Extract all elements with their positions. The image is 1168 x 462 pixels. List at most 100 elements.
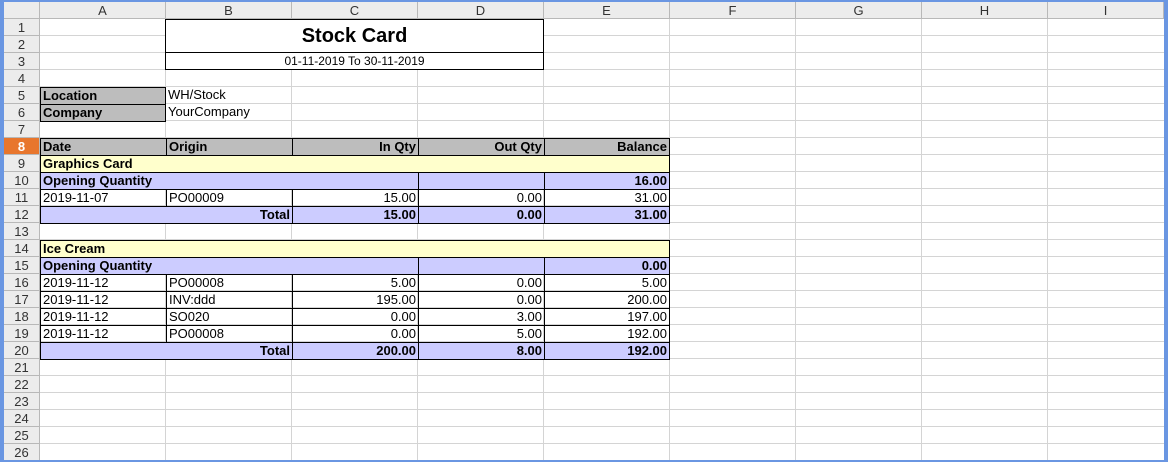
move-balance[interactable]: 31.00 xyxy=(544,189,670,207)
opening-quantity-label[interactable]: Opening Quantity xyxy=(40,172,419,190)
move-origin[interactable]: PO00008 xyxy=(166,325,293,343)
row-header-25[interactable]: 25 xyxy=(4,427,40,444)
opening-quantity-blank[interactable] xyxy=(418,172,545,190)
header-origin[interactable]: Origin xyxy=(166,138,293,156)
row-header-19[interactable]: 19 xyxy=(4,325,40,342)
move-date[interactable]: 2019-11-12 xyxy=(40,308,167,326)
location-label[interactable]: Location xyxy=(40,87,166,105)
column-header-c[interactable]: C xyxy=(292,2,418,19)
report-date-range[interactable]: 01-11-2019 To 30-11-2019 xyxy=(165,52,544,70)
row-header-6[interactable]: 6 xyxy=(4,104,40,121)
row-header-22[interactable]: 22 xyxy=(4,376,40,393)
move-in-qty[interactable]: 0.00 xyxy=(292,325,419,343)
column-header-b[interactable]: B xyxy=(166,2,292,19)
report-title[interactable]: Stock Card xyxy=(165,19,544,53)
row-header-13[interactable]: 13 xyxy=(4,223,40,240)
move-date[interactable]: 2019-11-07 xyxy=(40,189,167,207)
opening-balance[interactable]: 0.00 xyxy=(544,257,670,275)
row-header-23[interactable]: 23 xyxy=(4,393,40,410)
total-label[interactable]: Total xyxy=(40,206,293,224)
row-header-10[interactable]: 10 xyxy=(4,172,40,189)
row-header-9[interactable]: 9 xyxy=(4,155,40,172)
location-value[interactable]: WH/Stock xyxy=(168,87,226,102)
move-origin[interactable]: INV:ddd xyxy=(166,291,293,309)
column-header-h[interactable]: H xyxy=(922,2,1048,19)
move-in-qty[interactable]: 15.00 xyxy=(292,189,419,207)
move-date[interactable]: 2019-11-12 xyxy=(40,325,167,343)
company-label[interactable]: Company xyxy=(40,104,166,122)
gridline xyxy=(40,290,1164,291)
column-header-a[interactable]: A xyxy=(40,2,166,19)
move-out-qty[interactable]: 5.00 xyxy=(418,325,545,343)
header-in-qty[interactable]: In Qty xyxy=(292,138,419,156)
row-header-16[interactable]: 16 xyxy=(4,274,40,291)
opening-balance[interactable]: 16.00 xyxy=(544,172,670,190)
column-header-f[interactable]: F xyxy=(670,2,796,19)
row-header-5[interactable]: 5 xyxy=(4,87,40,104)
opening-quantity-blank[interactable] xyxy=(418,257,545,275)
header-balance[interactable]: Balance xyxy=(544,138,670,156)
move-origin[interactable]: PO00008 xyxy=(166,274,293,292)
gridline xyxy=(40,375,1164,376)
move-in-qty[interactable]: 0.00 xyxy=(292,308,419,326)
move-date[interactable]: 2019-11-12 xyxy=(40,291,167,309)
total-label[interactable]: Total xyxy=(40,342,293,360)
product-name-row[interactable]: Ice Cream xyxy=(40,240,670,258)
row-header-21[interactable]: 21 xyxy=(4,359,40,376)
row-header-18[interactable]: 18 xyxy=(4,308,40,325)
company-value[interactable]: YourCompany xyxy=(168,104,250,119)
row-header-4[interactable]: 4 xyxy=(4,70,40,87)
row-header-26[interactable]: 26 xyxy=(4,444,40,460)
move-out-qty[interactable]: 0.00 xyxy=(418,291,545,309)
row-header-1[interactable]: 1 xyxy=(4,19,40,36)
total-out-qty[interactable]: 8.00 xyxy=(418,342,545,360)
row-header-7[interactable]: 7 xyxy=(4,121,40,138)
move-balance[interactable]: 192.00 xyxy=(544,325,670,343)
move-date[interactable]: 2019-11-12 xyxy=(40,274,167,292)
row-header-12[interactable]: 12 xyxy=(4,206,40,223)
row-header-20[interactable]: 20 xyxy=(4,342,40,359)
total-out-qty[interactable]: 0.00 xyxy=(418,206,545,224)
row-header-24[interactable]: 24 xyxy=(4,410,40,427)
gridline xyxy=(40,426,1164,427)
row-header-3[interactable]: 3 xyxy=(4,53,40,70)
move-origin[interactable]: SO020 xyxy=(166,308,293,326)
product-name-row[interactable]: Graphics Card xyxy=(40,155,670,173)
move-out-qty[interactable]: 0.00 xyxy=(418,189,545,207)
gridline xyxy=(40,341,1164,342)
move-balance[interactable]: 5.00 xyxy=(544,274,670,292)
gridline xyxy=(40,307,1164,308)
row-header-8[interactable]: 8 xyxy=(4,138,40,155)
gridline xyxy=(40,52,1164,53)
gridline xyxy=(40,86,1164,87)
column-header-e[interactable]: E xyxy=(544,2,670,19)
opening-quantity-label[interactable]: Opening Quantity xyxy=(40,257,419,275)
gridline xyxy=(40,35,1164,36)
row-header-2[interactable]: 2 xyxy=(4,36,40,53)
header-date[interactable]: Date xyxy=(40,138,167,156)
total-in-qty[interactable]: 200.00 xyxy=(292,342,419,360)
move-out-qty[interactable]: 3.00 xyxy=(418,308,545,326)
total-balance[interactable]: 192.00 xyxy=(544,342,670,360)
gridline xyxy=(40,443,1164,444)
row-header-11[interactable]: 11 xyxy=(4,189,40,206)
move-in-qty[interactable]: 195.00 xyxy=(292,291,419,309)
spreadsheet-grid[interactable]: A B C D E F G H I 1 2 3 4 5 6 7 8 9 10 1… xyxy=(4,2,1164,460)
move-balance[interactable]: 197.00 xyxy=(544,308,670,326)
move-origin[interactable]: PO00009 xyxy=(166,189,293,207)
total-in-qty[interactable]: 15.00 xyxy=(292,206,419,224)
gridline xyxy=(40,239,1164,240)
row-header-14[interactable]: 14 xyxy=(4,240,40,257)
header-out-qty[interactable]: Out Qty xyxy=(418,138,545,156)
column-header-i[interactable]: I xyxy=(1048,2,1164,19)
total-balance[interactable]: 31.00 xyxy=(544,206,670,224)
move-balance[interactable]: 200.00 xyxy=(544,291,670,309)
gridline xyxy=(40,137,1164,138)
row-header-17[interactable]: 17 xyxy=(4,291,40,308)
row-header-15[interactable]: 15 xyxy=(4,257,40,274)
column-header-g[interactable]: G xyxy=(796,2,922,19)
column-header-d[interactable]: D xyxy=(418,2,544,19)
select-all-corner[interactable] xyxy=(4,2,40,19)
move-out-qty[interactable]: 0.00 xyxy=(418,274,545,292)
move-in-qty[interactable]: 5.00 xyxy=(292,274,419,292)
